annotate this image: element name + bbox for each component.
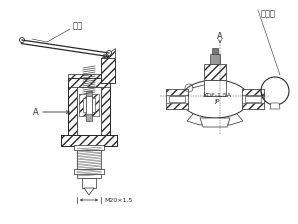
Bar xyxy=(166,89,188,95)
Text: JP: JP xyxy=(214,99,220,103)
Circle shape xyxy=(103,54,107,58)
Bar xyxy=(79,94,99,116)
Bar xyxy=(212,48,218,54)
Bar xyxy=(82,178,96,188)
Bar xyxy=(101,58,115,83)
Bar xyxy=(101,58,115,83)
Text: XDF-1.5A: XDF-1.5A xyxy=(203,93,232,97)
Text: 保险销: 保险销 xyxy=(260,9,275,19)
Polygon shape xyxy=(101,48,115,58)
Bar xyxy=(166,103,188,109)
Bar xyxy=(61,135,117,146)
Bar xyxy=(77,146,101,178)
Polygon shape xyxy=(84,188,94,195)
Ellipse shape xyxy=(181,80,249,118)
Bar xyxy=(245,96,261,102)
Bar xyxy=(68,74,110,87)
Bar xyxy=(68,78,77,136)
Bar xyxy=(86,91,92,121)
Bar xyxy=(86,96,92,114)
Polygon shape xyxy=(200,118,230,127)
Bar xyxy=(204,80,226,96)
Text: A: A xyxy=(217,32,223,41)
Bar xyxy=(204,64,226,80)
Circle shape xyxy=(19,37,24,43)
Bar xyxy=(242,89,264,95)
Text: M20×1.5: M20×1.5 xyxy=(104,198,132,202)
Bar xyxy=(83,98,95,112)
Bar xyxy=(74,145,104,150)
Bar xyxy=(210,54,220,64)
Bar xyxy=(166,89,188,109)
Bar xyxy=(61,135,117,146)
Bar xyxy=(77,87,101,136)
Bar xyxy=(68,78,110,136)
Bar xyxy=(242,103,264,109)
Bar xyxy=(101,78,110,136)
Polygon shape xyxy=(270,103,280,109)
Text: A: A xyxy=(33,108,39,116)
Text: 手柄: 手柄 xyxy=(73,22,83,30)
Bar xyxy=(242,89,264,109)
Bar xyxy=(74,169,104,174)
Bar xyxy=(169,96,185,102)
Circle shape xyxy=(106,50,111,56)
